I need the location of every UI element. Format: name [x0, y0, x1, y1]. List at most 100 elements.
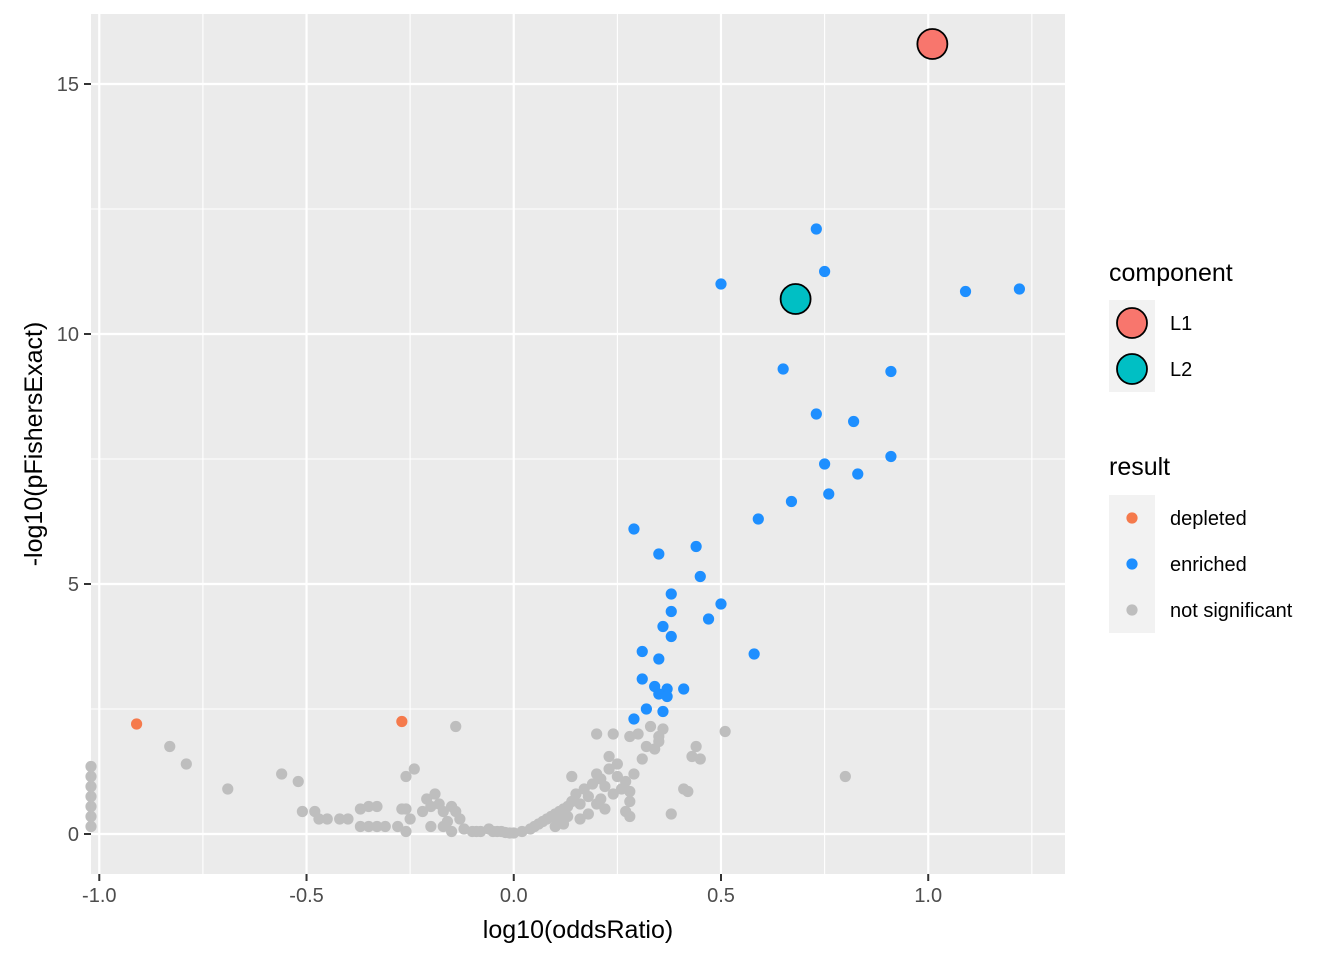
- point-not-significant: [400, 770, 412, 783]
- point-not-significant: [624, 795, 636, 808]
- point-not-significant: [222, 783, 234, 795]
- point-not-significant: [437, 805, 449, 818]
- legend-label-not-significant: not significant: [1170, 600, 1293, 622]
- point-not-significant: [85, 760, 97, 773]
- point-enriched: [653, 653, 665, 665]
- point-not-significant: [454, 813, 466, 825]
- panel-background: [91, 14, 1065, 874]
- point-not-significant: [624, 810, 636, 823]
- point-enriched: [810, 408, 822, 420]
- x-tick-label: 1.0: [914, 885, 942, 907]
- point-not-significant: [400, 803, 412, 815]
- point-not-significant: [342, 813, 354, 825]
- x-axis-title: log10(oddsRatio): [483, 916, 673, 944]
- point-not-significant: [400, 825, 412, 838]
- legend-label-depleted: depleted: [1170, 508, 1247, 530]
- point-enriched: [636, 645, 648, 658]
- y-tick-label: 5: [68, 574, 79, 596]
- x-tick-label: -0.5: [289, 885, 323, 907]
- point-not-significant: [839, 770, 851, 783]
- point-not-significant: [582, 808, 594, 820]
- point-enriched: [628, 713, 640, 725]
- point-enriched: [690, 540, 702, 553]
- point-enriched: [665, 605, 677, 618]
- point-not-significant: [570, 788, 582, 800]
- point-not-significant: [421, 793, 433, 805]
- point-enriched: [752, 513, 764, 525]
- point-not-significant: [607, 728, 619, 740]
- point-not-significant: [392, 820, 404, 833]
- point-not-significant: [450, 720, 462, 733]
- point-not-significant: [566, 770, 578, 783]
- point-depleted: [130, 718, 143, 730]
- legend-key-not-significant: [1126, 604, 1138, 616]
- point-not-significant: [586, 778, 599, 790]
- point-enriched: [628, 523, 640, 535]
- point-not-significant: [574, 798, 586, 810]
- point-enriched: [785, 495, 798, 508]
- point-enriched: [665, 588, 677, 600]
- component-point-l1: [916, 28, 949, 60]
- legend-label-l1: L1: [1170, 313, 1192, 335]
- point-enriched: [848, 415, 860, 428]
- data-points: [85, 28, 1026, 839]
- point-enriched: [885, 450, 897, 463]
- point-not-significant: [416, 805, 429, 818]
- point-enriched: [823, 488, 835, 500]
- point-not-significant: [628, 768, 640, 780]
- point-enriched: [678, 683, 690, 695]
- point-not-significant: [354, 820, 367, 833]
- y-tick-label: 0: [68, 824, 79, 846]
- point-not-significant: [321, 813, 333, 825]
- point-not-significant: [425, 820, 437, 833]
- point-enriched: [819, 265, 831, 278]
- point-not-significant: [611, 758, 623, 770]
- point-enriched: [702, 613, 715, 625]
- point-not-significant: [636, 753, 648, 765]
- point-not-significant: [644, 720, 657, 733]
- point-not-significant: [582, 790, 594, 803]
- legend-key-enriched: [1126, 558, 1138, 570]
- point-not-significant: [276, 768, 288, 780]
- point-not-significant: [657, 723, 669, 735]
- x-tick-label: 0.5: [707, 885, 735, 907]
- point-not-significant: [508, 827, 520, 839]
- point-not-significant: [292, 775, 304, 788]
- point-enriched: [694, 570, 706, 583]
- point-not-significant: [404, 813, 416, 825]
- point-not-significant: [164, 740, 176, 753]
- y-axis: 0 5 10 15: [57, 74, 91, 846]
- point-not-significant: [719, 725, 731, 738]
- point-enriched: [819, 458, 831, 470]
- point-not-significant: [632, 728, 644, 740]
- minor-gridlines: [91, 14, 1065, 874]
- point-not-significant: [85, 820, 97, 833]
- legend-key-depleted: [1126, 512, 1138, 524]
- legend-title-result: result: [1109, 453, 1170, 481]
- y-axis-title: -log10(pFishersExact): [20, 322, 48, 567]
- point-not-significant: [557, 818, 570, 830]
- point-not-significant: [611, 770, 623, 783]
- point-not-significant: [429, 788, 441, 800]
- point-not-significant: [694, 753, 706, 765]
- point-not-significant: [682, 785, 694, 798]
- point-not-significant: [379, 820, 391, 833]
- point-not-significant: [371, 820, 383, 833]
- point-enriched: [959, 285, 972, 298]
- point-not-significant: [313, 813, 325, 825]
- point-not-significant: [607, 788, 619, 800]
- point-enriched: [657, 705, 669, 718]
- point-not-significant: [690, 740, 702, 753]
- point-not-significant: [85, 770, 97, 783]
- y-tick-label: 10: [57, 324, 79, 346]
- point-not-significant: [371, 800, 383, 813]
- point-enriched: [661, 690, 673, 703]
- point-enriched: [885, 365, 897, 378]
- point-not-significant: [85, 800, 97, 813]
- point-not-significant: [603, 750, 615, 763]
- legend-key-l2: [1116, 353, 1148, 385]
- point-not-significant: [603, 763, 615, 775]
- point-enriched: [777, 363, 789, 375]
- legend-label-l2: L2: [1170, 359, 1192, 381]
